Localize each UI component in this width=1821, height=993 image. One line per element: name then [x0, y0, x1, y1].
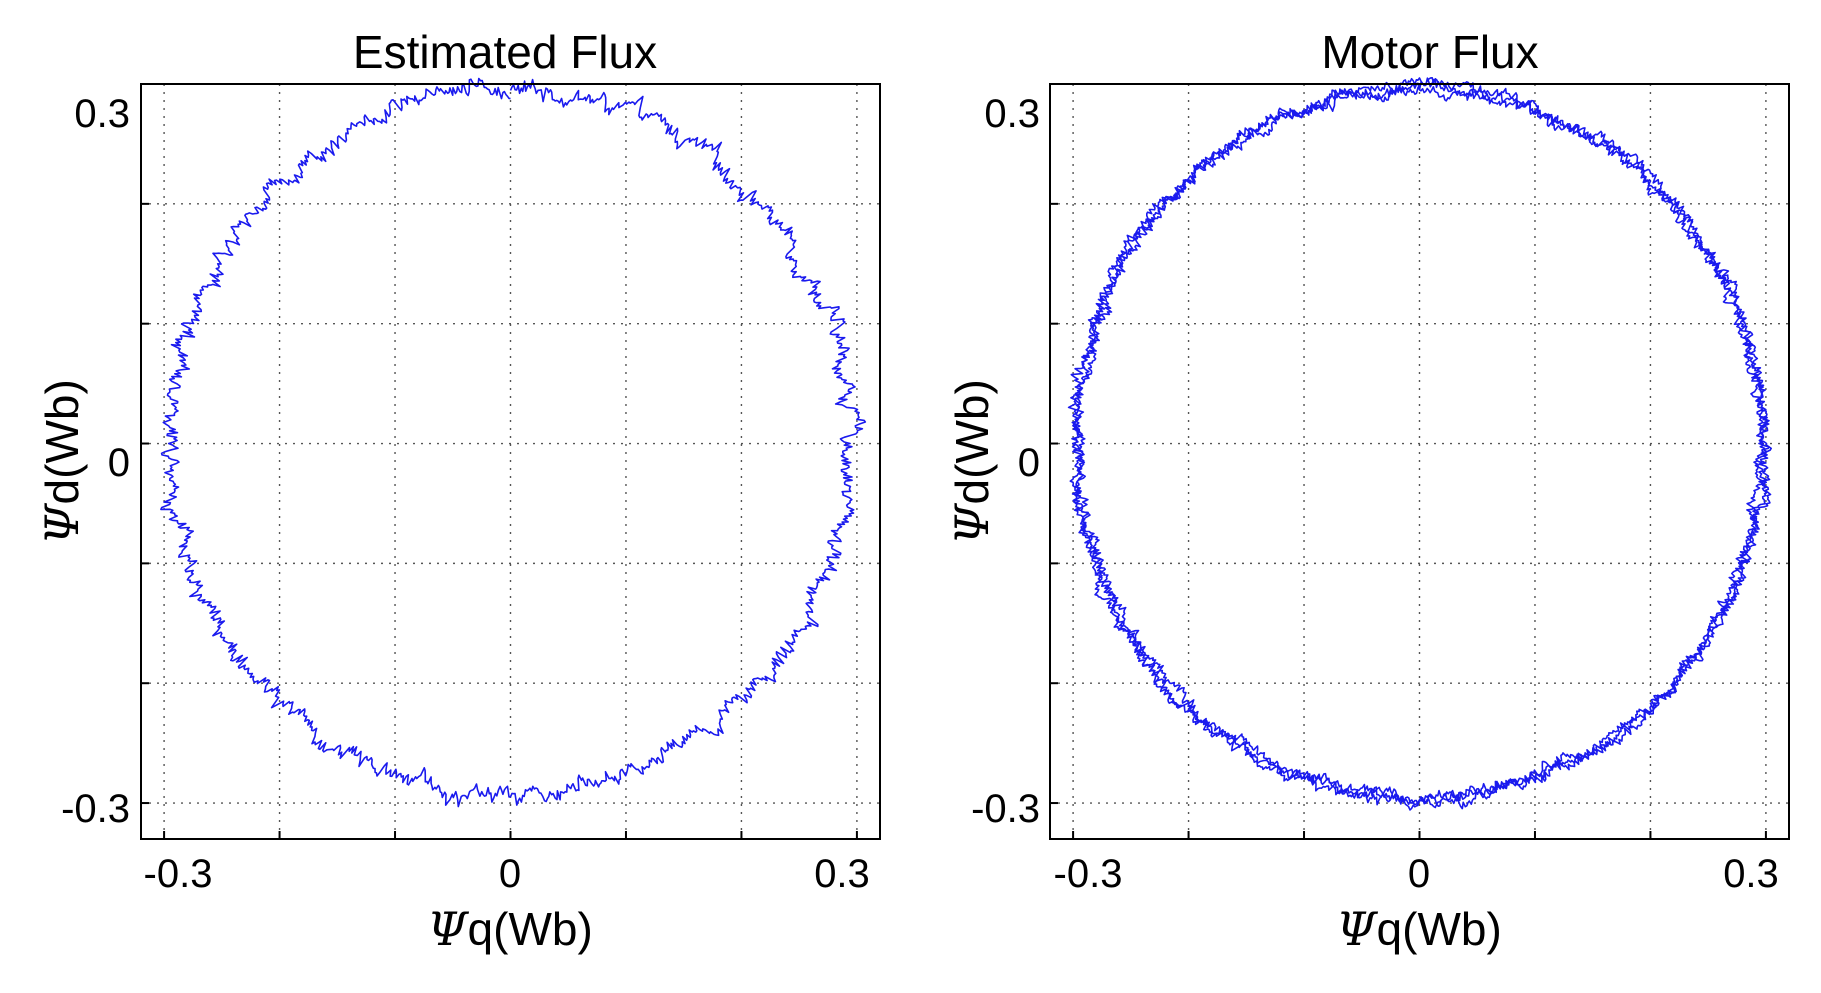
motor-flux-xtick-label-max: 0.3: [1723, 852, 1779, 896]
estimated-flux-xtick-label-zero: 0: [499, 852, 521, 896]
motor-flux-ylabel-symbol: Ψ: [945, 503, 999, 545]
estimated-flux-ytick-label-zero: 0: [108, 441, 130, 485]
motor-flux-ytick-label-zero: 0: [1018, 441, 1040, 485]
motor-flux-ticks: [1050, 83, 1767, 839]
estimated-flux-xlabel-symbol: Ψ: [427, 902, 469, 956]
estimated-flux-xlabel: Ψq(Wb): [427, 902, 593, 956]
estimated-flux-ylabel-symbol: Ψ: [35, 503, 89, 545]
estimated-flux-xtick-label-max: 0.3: [814, 852, 870, 896]
estimated-flux-xlabel-text: q(Wb): [468, 903, 593, 955]
estimated-flux-trace-layer: [160, 77, 867, 808]
motor-flux-ylabel: Ψd(Wb): [945, 379, 999, 545]
motor-flux-panel: Motor Flux -0.3 0 0.3 0.3 0 -0.3 Ψq(Wb) …: [945, 26, 1790, 956]
motor-flux-ytick-label-min: -0.3: [971, 787, 1040, 831]
estimated-flux-title: Estimated Flux: [353, 26, 657, 78]
motor-flux-xtick-label-zero: 0: [1408, 852, 1430, 896]
estimated-flux-xtick-label-min: -0.3: [144, 852, 213, 896]
estimated-flux-trace-line: [160, 77, 867, 808]
motor-flux-xlabel-text: q(Wb): [1377, 903, 1502, 955]
estimated-flux-ytick-label-min: -0.3: [61, 787, 130, 831]
estimated-flux-grid: [141, 83, 880, 839]
motor-flux-trace-layer: [1067, 77, 1772, 811]
motor-flux-ytick-label-max: 0.3: [984, 92, 1040, 136]
motor-flux-trace-line: [1067, 77, 1772, 811]
estimated-flux-ytick-label-max: 0.3: [74, 92, 130, 136]
motor-flux-grid: [1050, 83, 1789, 839]
estimated-flux-panel: Estimated Flux -0.3 0 0.3 0.3 0 -0.3 Ψq(…: [35, 26, 881, 956]
estimated-flux-ticks: [141, 83, 858, 839]
estimated-flux-ylabel: Ψd(Wb): [35, 379, 89, 545]
motor-flux-ylabel-text: d(Wb): [946, 379, 998, 504]
motor-flux-xlabel-symbol: Ψ: [1336, 902, 1378, 956]
motor-flux-title: Motor Flux: [1321, 26, 1538, 78]
motor-flux-xtick-label-min: -0.3: [1054, 852, 1123, 896]
motor-flux-xlabel: Ψq(Wb): [1336, 902, 1502, 956]
estimated-flux-ylabel-text: d(Wb): [36, 379, 88, 504]
